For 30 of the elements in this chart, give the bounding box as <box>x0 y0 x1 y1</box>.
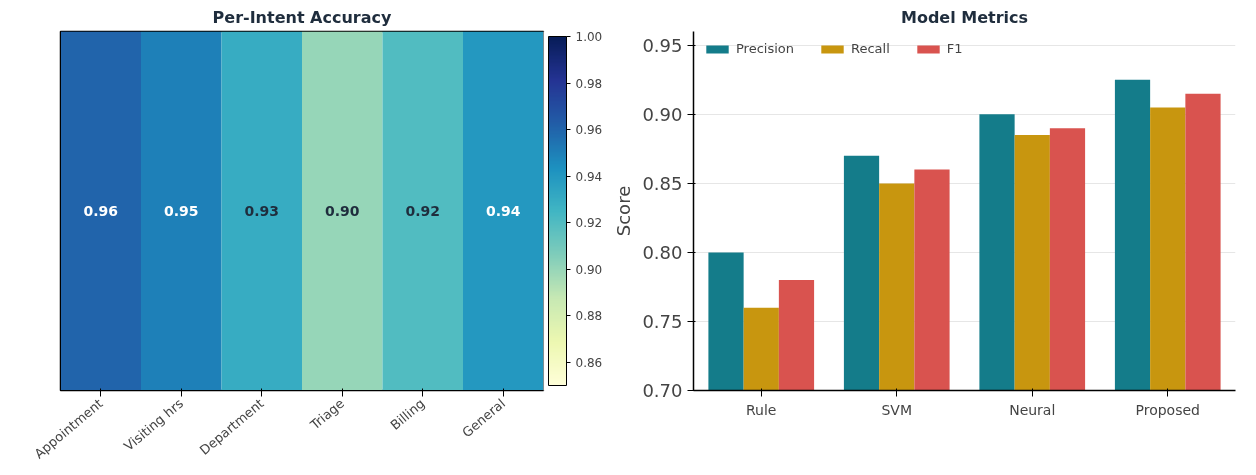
x-tick-label: Neural <box>1009 401 1056 418</box>
y-axis-title: Score <box>613 185 635 237</box>
data-label: 0.94 <box>485 203 521 219</box>
data-label: 0.92 <box>405 203 441 219</box>
x-tick-label: SVM <box>881 401 913 418</box>
color-bar-label: 0.88 <box>575 309 603 324</box>
legend-label: Recall <box>851 41 890 56</box>
x-tick-label: Rule <box>746 401 777 418</box>
x-tick-label: Proposed <box>1135 401 1200 418</box>
color-bar-label: 0.96 <box>575 123 603 138</box>
data-label: 0.93 <box>244 203 280 219</box>
color-bar-label: 0.98 <box>575 76 603 91</box>
data-label: 0.96 <box>83 203 119 219</box>
y-tick-label: 0.80 <box>642 241 683 263</box>
data-label: 0.90 <box>324 203 360 219</box>
y-tick-label: 0.95 <box>642 34 683 56</box>
chart-title: Per-Intent Accuracy <box>212 7 393 27</box>
chart-title: Model Metrics <box>900 7 1029 27</box>
color-bar-label: 0.94 <box>575 169 603 184</box>
y-tick-label: 0.90 <box>642 103 683 125</box>
legend-label: F1 <box>946 41 964 56</box>
color-bar-label: 0.86 <box>575 355 603 370</box>
y-tick-label: 0.70 <box>642 380 683 401</box>
y-tick-label: 0.85 <box>642 172 683 194</box>
y-tick-label: 0.75 <box>642 310 683 332</box>
color-bar-label: 1.00 <box>575 30 603 44</box>
color-bar-label: 0.92 <box>575 216 603 231</box>
data-label: 0.95 <box>163 203 199 219</box>
legend-label: Precision <box>736 41 795 56</box>
color-bar-label: 0.90 <box>575 262 603 277</box>
